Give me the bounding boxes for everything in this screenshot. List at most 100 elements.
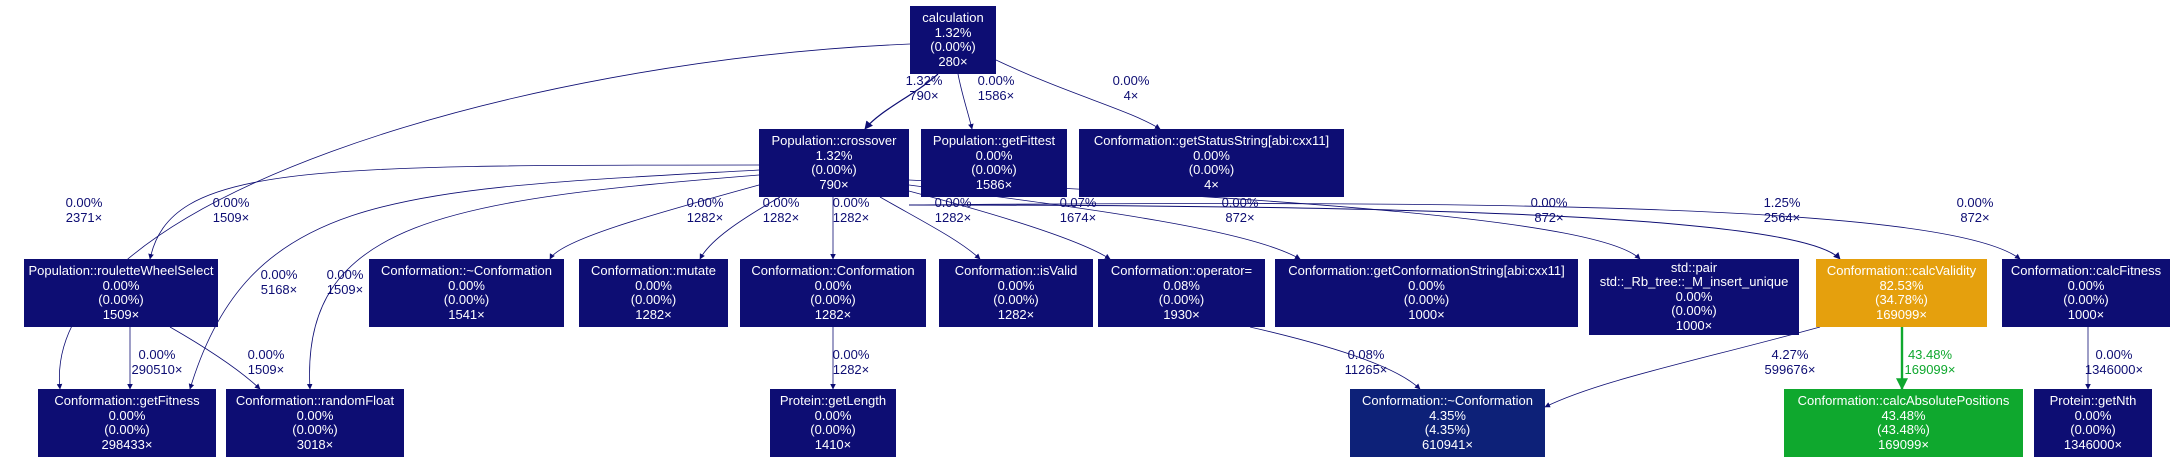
node-randomFloat[interactable]: Conformation::randomFloat 0.00% (0.00%) 301… (226, 389, 404, 457)
edge-percent: 43.48% (1907, 347, 1953, 362)
node-stat: 1000× (2067, 306, 2105, 322)
node-getLength[interactable]: Protein::getLength 0.00% (0.00%) 1410× (770, 389, 896, 457)
node-dtor1[interactable]: Conformation::~Conformation 0.00% (0.00%) 1… (369, 259, 564, 327)
edge-calls: 1282× (934, 210, 972, 225)
node-stat: 610941× (1422, 436, 1473, 452)
node-stat: 0.00% (2074, 407, 2112, 423)
node-stat: (0.00%) (443, 292, 490, 307)
node-operatorEq[interactable]: Conformation::operator= 0.08% (0.00%) 1930× (1098, 259, 1265, 327)
node-function-name: Conformation::~Conformation (381, 263, 552, 278)
node-stat: 169099× (1878, 436, 1929, 452)
edge-calculation-to-getStatusString (995, 59, 1161, 130)
node-ctor[interactable]: Conformation::Conformation 0.00% (0.00%) 12… (740, 259, 926, 327)
edge-calls: 1509× (326, 282, 364, 297)
node-stat: (0.00%) (292, 422, 338, 437)
node-stat: 0.00% (1675, 288, 1713, 304)
node-stat: 1282× (635, 306, 672, 322)
node-stat: (0.00%) (1188, 162, 1235, 177)
node-calcAbs[interactable]: Conformation::calcAbsolutePositions 43.48… (1784, 389, 2023, 457)
node-stat: 0.00% (975, 147, 1013, 163)
edge-percent: 0.00% (2095, 347, 2133, 362)
edge-label-crossover-to-randomFloat: 0.00% 1509× (327, 267, 364, 297)
edge-calls: 1282× (832, 362, 870, 377)
node-mutate[interactable]: Conformation::mutate 0.00% (0.00%) 1282× (579, 259, 728, 327)
node-function-name: calculation (922, 10, 984, 25)
node-stat: 1282× (997, 306, 1035, 322)
edge-calculation-to-getFittest (957, 73, 974, 130)
edge-calls: 872× (1960, 210, 1990, 225)
node-stat: (0.00%) (1158, 292, 1205, 307)
node-stat: 0.00% (1408, 277, 1445, 293)
edge-crossover-to-randomFloat (306, 174, 760, 390)
edge-percent: 0.00% (832, 195, 870, 210)
node-dtor2[interactable]: Conformation::~Conformation 4.35% (4.35%) 6… (1350, 389, 1545, 457)
node-function-name: Conformation::isValid (954, 263, 1078, 278)
node-stat: 4.35% (1429, 407, 1466, 423)
node-stat: (0.00%) (98, 292, 144, 307)
node-stat: 1.32% (934, 24, 972, 40)
node-function-name: Conformation::randomFloat (235, 393, 395, 408)
edge-label-roulette-to-randomFloat: 0.00% 1509× (248, 347, 285, 377)
node-getNth[interactable]: Protein::getNth 0.00% (0.00%) 1346000× (2034, 389, 2152, 457)
node-crossover[interactable]: Population::crossover 1.32% (0.00%) 790× (759, 129, 909, 197)
edge-calls: 2371× (65, 210, 103, 225)
node-stat: (4.35%) (1424, 422, 1471, 437)
edge-calls: 1346000× (2084, 362, 2144, 377)
edge-crossover-to-rbtree (908, 179, 1641, 260)
node-stat: 1282× (814, 306, 852, 322)
node-getFittest[interactable]: Population::getFittest 0.00% (0.00%) 1586× (921, 129, 1067, 197)
node-stat: 1509× (102, 306, 140, 322)
node-stat: 0.00% (814, 407, 852, 423)
node-stat: 0.00% (2067, 277, 2105, 293)
node-function-name: Conformation::operator= (1110, 263, 1253, 278)
edge-operatorEq-to-dtor2 (1249, 326, 1421, 390)
node-stat: 1000× (1408, 306, 1445, 322)
edge-label-crossover-to-getFitness: 0.00% 5168× (261, 267, 298, 297)
node-stat: 0.00% (635, 277, 672, 293)
node-isValid[interactable]: Conformation::isValid 0.00% (0.00%) 1282× (939, 259, 1093, 327)
node-calcValidity[interactable]: Conformation::calcValidity 82.53% (34.78%)… (1816, 259, 1987, 327)
node-stat: (0.00%) (1671, 303, 1717, 319)
node-stat: (0.00%) (993, 292, 1039, 307)
edge-calls: 872× (1225, 210, 1255, 225)
edge-calls: 1282× (832, 210, 870, 225)
edge-calls: 11265× (1344, 362, 1388, 377)
node-stat: 0.00% (102, 277, 140, 293)
node-calcFitness[interactable]: Conformation::calcFitness 0.00% (0.00%) 100… (2002, 259, 2170, 327)
edge-label-crossover-to-getConfString: 0.00% 872× (1222, 195, 1259, 225)
node-function-name: std::pair (1670, 259, 1718, 275)
node-stat: 0.00% (814, 277, 852, 293)
node-roulette[interactable]: Population::rouletteWheelSelect 0.00% (0.0… (24, 259, 218, 327)
edge-percent: 4.27% (1771, 347, 1809, 362)
node-getStatusString[interactable]: Conformation::getStatusString[abi:cxx11]… (1079, 129, 1344, 197)
node-getConfString[interactable]: Conformation::getConformationString[abi:… (1275, 259, 1578, 327)
edge-crossover-to-getFitness (188, 169, 760, 390)
node-function-name: Conformation::getStatusString[abi:cxx11] (1093, 133, 1330, 148)
edge-calls: 1674× (1059, 210, 1097, 225)
edge-calls: 290510× (131, 362, 183, 377)
node-stat: (0.00%) (930, 39, 976, 54)
node-stat: 1.32% (815, 147, 853, 163)
node-calculation[interactable]: calculation 1.32% (0.00%) 280× (910, 6, 996, 74)
edge-crossover-to-calcFitness (908, 203, 2021, 260)
node-stat: (0.00%) (104, 422, 150, 437)
node-stat: (0.00%) (630, 292, 677, 307)
edge-percent: 0.00% (1112, 73, 1150, 88)
edge-crossover-to-dtor1 (549, 184, 760, 260)
edge-label-calculation-to-getStatusString: 0.00% 4× (1113, 73, 1150, 103)
edge-crossover-to-operatorEq (904, 189, 1111, 260)
node-getFitness[interactable]: Conformation::getFitness 0.00% (0.00%) 2984… (38, 389, 216, 457)
node-stat: 0.08% (1163, 277, 1200, 293)
edge-label-roulette-to-getFitness: 0.00% 290510× (132, 347, 183, 377)
node-function-name: Conformation::calcFitness (2010, 263, 2162, 278)
node-stat: 82.53% (1879, 277, 1924, 293)
edge-percent: 0.00% (1221, 195, 1259, 210)
node-stat: 298433× (101, 436, 153, 452)
node-stat: 280× (938, 53, 968, 69)
node-rbtree[interactable]: std::pair std::_Rb_tree::_M_insert_unique… (1589, 259, 1799, 335)
edge-percent: 0.00% (138, 347, 176, 362)
edge-label-crossover-to-isValid: 0.00% 1282× (935, 195, 972, 225)
edge-crossover-to-mutate (699, 196, 781, 260)
edge-calls: 169099× (1904, 362, 1956, 377)
